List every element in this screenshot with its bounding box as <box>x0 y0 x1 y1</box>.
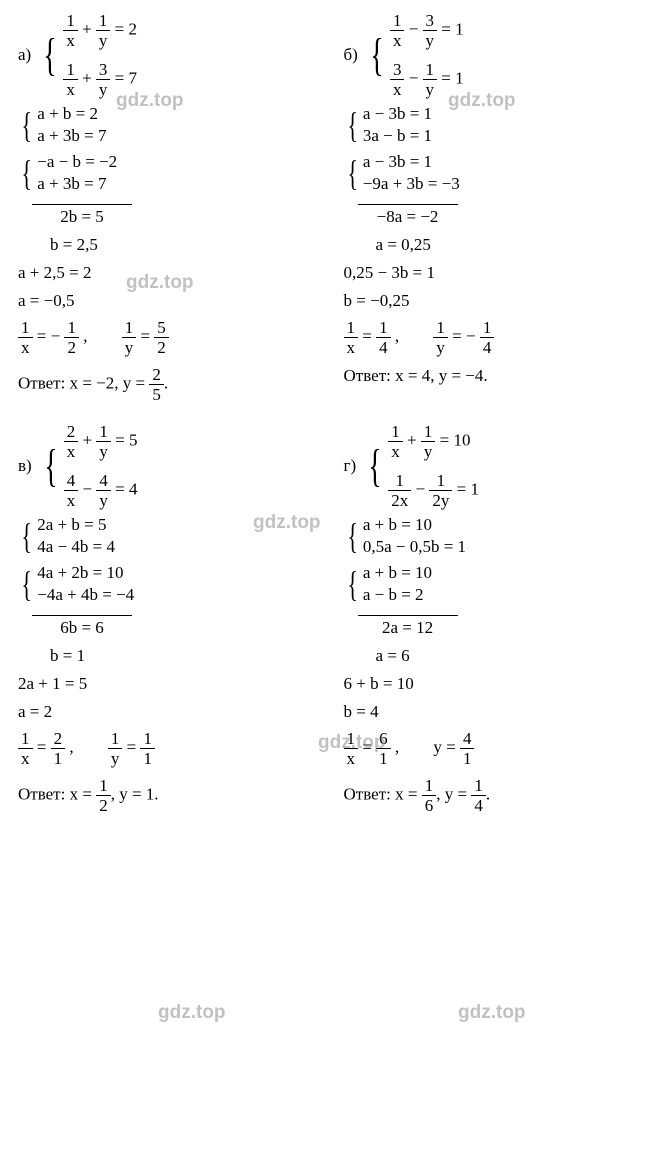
problem-g: г) { 1x + 1y = 10 12x − 12y = 1 <box>344 423 644 830</box>
problem-a: а) { 1x + 1y = 2 1x + 3y = 7 <box>18 12 318 419</box>
equation: a − b = 2 <box>363 585 432 605</box>
watermark: gdz.top <box>158 1002 226 1024</box>
problem-label: а) <box>18 45 31 65</box>
equation: 2a + b = 5 <box>37 515 115 535</box>
reciprocal: 1x = 61 , y = 41 <box>344 730 644 767</box>
problem-label: б) <box>344 45 358 65</box>
reciprocal: 1x = 21 , 1y = 11 <box>18 730 318 767</box>
brace-icon: { <box>347 522 357 551</box>
step: a = 0,25 <box>344 235 644 255</box>
equation: 2x + 1y = 5 <box>64 423 138 460</box>
step: b = 1 <box>18 646 318 666</box>
reciprocal: 1x = − 12 , 1y = 52 <box>18 319 318 356</box>
equation: a − 3b = 1 <box>363 152 460 172</box>
equation: 3x − 1y = 1 <box>390 61 464 98</box>
answer: Ответ: x = 12, y = 1. <box>18 777 318 814</box>
step: a = 2 <box>18 702 318 722</box>
equation: a + b = 2 <box>37 104 106 124</box>
problem-b: б) { 1x − 3y = 1 3x − 1y = 1 <box>344 12 644 419</box>
step: 6 + b = 10 <box>344 674 644 694</box>
brace-icon: { <box>347 159 357 188</box>
brace-icon: { <box>21 159 31 188</box>
brace-icon: { <box>44 448 57 485</box>
step: a + 2,5 = 2 <box>18 263 318 283</box>
brace-icon: { <box>21 570 31 599</box>
step: 2a + 1 = 5 <box>18 674 318 694</box>
watermark: gdz.top <box>458 1002 526 1024</box>
brace-icon: { <box>21 522 31 551</box>
answer: Ответ: x = 16, y = 14. <box>344 777 644 814</box>
brace-icon: { <box>21 111 31 140</box>
reciprocal: 1x = 14 , 1y = − 14 <box>344 319 644 356</box>
equation: −4a + 4b = −4 <box>37 585 134 605</box>
equation: 1x + 1y = 2 <box>63 12 137 49</box>
step: a = 6 <box>344 646 644 666</box>
equation: −9a + 3b = −3 <box>363 174 460 194</box>
step: 0,25 − 3b = 1 <box>344 263 644 283</box>
equation: 1x − 3y = 1 <box>390 12 464 49</box>
equation: a + b = 10 <box>363 563 432 583</box>
equation: 12x − 12y = 1 <box>388 472 479 509</box>
step: a = −0,5 <box>18 291 318 311</box>
equation: 4x − 4y = 4 <box>64 472 138 509</box>
result-line: −8a = −2 <box>358 204 458 227</box>
equation: 4a + 2b = 10 <box>37 563 134 583</box>
answer: Ответ: x = −2, y = 25. <box>18 366 318 403</box>
problem-v: в) { 2x + 1y = 5 4x − 4y = 4 <box>18 423 318 830</box>
equation: 1x + 3y = 7 <box>63 61 137 98</box>
equation: 0,5a − 0,5b = 1 <box>363 537 466 557</box>
step: b = −0,25 <box>344 291 644 311</box>
brace-icon: { <box>44 37 57 74</box>
equation: a + 3b = 7 <box>37 126 106 146</box>
brace-icon: { <box>347 111 357 140</box>
equation: a + b = 10 <box>363 515 466 535</box>
problem-label: г) <box>344 456 357 476</box>
step: b = 4 <box>344 702 644 722</box>
brace-icon: { <box>347 570 357 599</box>
answer: Ответ: x = 4, y = −4. <box>344 366 644 386</box>
equation: a + 3b = 7 <box>37 174 117 194</box>
brace-icon: { <box>370 37 383 74</box>
equation: −a − b = −2 <box>37 152 117 172</box>
result-line: 2a = 12 <box>358 615 458 638</box>
equation: a − 3b = 1 <box>363 104 432 124</box>
equation: 4a − 4b = 4 <box>37 537 115 557</box>
result-line: 2b = 5 <box>32 204 132 227</box>
problem-label: в) <box>18 456 32 476</box>
equation: 1x + 1y = 10 <box>388 423 479 460</box>
brace-icon: { <box>369 448 382 485</box>
result-line: 6b = 6 <box>32 615 132 638</box>
step: b = 2,5 <box>18 235 318 255</box>
equation: 3a − b = 1 <box>363 126 432 146</box>
